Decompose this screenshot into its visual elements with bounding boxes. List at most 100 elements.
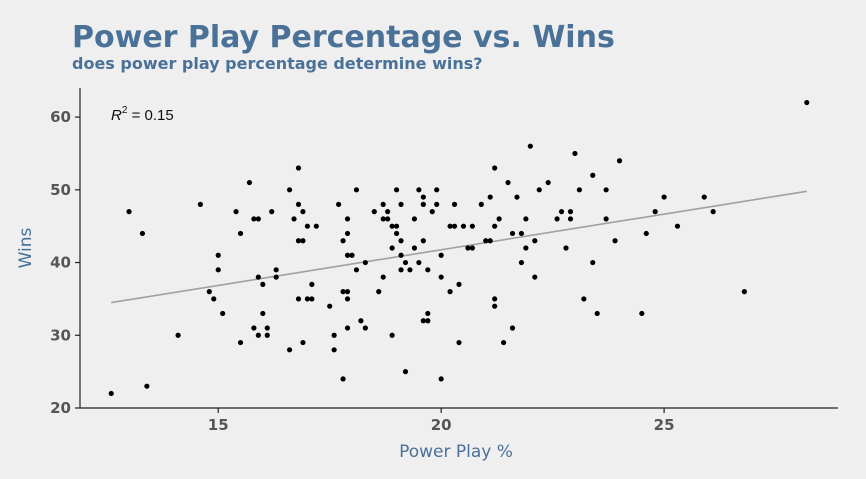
- data-point: [393, 187, 400, 193]
- data-point: [496, 216, 502, 222]
- data-point: [429, 209, 435, 215]
- x-tick-label: 25: [654, 416, 675, 434]
- data-point: [710, 209, 716, 215]
- data-point: [295, 201, 302, 207]
- data-point: [425, 318, 431, 324]
- data-point: [514, 194, 520, 200]
- data-point: [126, 209, 132, 215]
- data-point: [340, 289, 346, 295]
- trendline-layer: [111, 190, 807, 304]
- data-point: [340, 238, 346, 244]
- data-point: [460, 223, 467, 229]
- data-point: [701, 194, 707, 200]
- data-point: [344, 230, 351, 237]
- data-point: [246, 179, 253, 186]
- data-point: [362, 259, 368, 266]
- data-point: [590, 172, 596, 178]
- data-point: [469, 223, 475, 229]
- data-point: [523, 216, 529, 222]
- data-point: [456, 281, 462, 287]
- data-point: [362, 325, 368, 331]
- data-point: [567, 216, 574, 222]
- data-point: [505, 179, 511, 186]
- y-tick-label: 40: [50, 254, 71, 272]
- data-point: [255, 216, 261, 222]
- data-point: [300, 209, 306, 215]
- data-point: [509, 325, 516, 331]
- data-point: [616, 158, 623, 164]
- data-point: [420, 318, 426, 324]
- data-point: [523, 245, 529, 251]
- data-point: [563, 245, 569, 251]
- data-point: [509, 230, 516, 237]
- data-point: [411, 245, 418, 251]
- data-point: [420, 238, 426, 244]
- data-point: [295, 238, 302, 244]
- data-point: [545, 179, 551, 186]
- data-point: [344, 296, 351, 302]
- data-point: [376, 289, 382, 295]
- data-point: [567, 209, 574, 215]
- data-point: [215, 267, 221, 273]
- data-point: [295, 165, 302, 171]
- data-point: [420, 194, 426, 200]
- data-point: [286, 187, 293, 193]
- data-point: [674, 223, 681, 229]
- data-point: [402, 369, 409, 375]
- data-point: [487, 238, 493, 244]
- data-point: [309, 281, 315, 287]
- data-point: [434, 201, 440, 207]
- data-point: [518, 259, 525, 266]
- data-point: [594, 310, 600, 317]
- data-point: [492, 303, 498, 309]
- data-point: [447, 223, 453, 229]
- data-point: [407, 267, 413, 273]
- data-point: [300, 339, 306, 346]
- data-point: [206, 289, 212, 295]
- data-point: [603, 216, 609, 222]
- data-point: [398, 238, 404, 244]
- data-point: [393, 230, 400, 237]
- chart-title: Power Play Percentage vs. Wins: [72, 20, 615, 55]
- data-point: [344, 252, 351, 258]
- data-point: [291, 216, 297, 222]
- data-point: [380, 216, 386, 222]
- data-point: [492, 165, 498, 171]
- data-point: [398, 201, 404, 207]
- y-ticks: 20 30 40 50 60: [50, 108, 80, 417]
- data-point: [286, 347, 293, 353]
- data-point: [581, 296, 587, 302]
- data-point: [425, 310, 431, 317]
- data-point: [420, 201, 426, 207]
- data-point: [233, 209, 239, 215]
- data-point: [492, 296, 498, 302]
- data-point: [344, 289, 351, 295]
- data-point: [273, 274, 279, 280]
- data-point: [389, 332, 395, 338]
- x-axis-title: Power Play %: [399, 442, 513, 462]
- data-point: [327, 303, 333, 309]
- data-point: [402, 259, 409, 266]
- data-point: [237, 230, 244, 237]
- y-tick-label: 50: [50, 181, 71, 199]
- data-point: [304, 296, 310, 302]
- data-point: [447, 289, 453, 295]
- data-point: [643, 230, 649, 237]
- data-point: [309, 296, 315, 302]
- data-point: [393, 223, 400, 229]
- data-point: [416, 259, 422, 266]
- data-point: [612, 238, 618, 244]
- data-point: [532, 274, 538, 280]
- data-point: [572, 150, 578, 157]
- data-point: [500, 339, 507, 346]
- data-point: [434, 187, 440, 193]
- data-point: [251, 325, 257, 331]
- data-point: [661, 194, 667, 200]
- data-point: [416, 187, 422, 193]
- data-point: [536, 187, 542, 193]
- data-point: [175, 332, 181, 338]
- data-point: [438, 252, 444, 258]
- data-point: [353, 187, 360, 193]
- data-point: [469, 245, 475, 251]
